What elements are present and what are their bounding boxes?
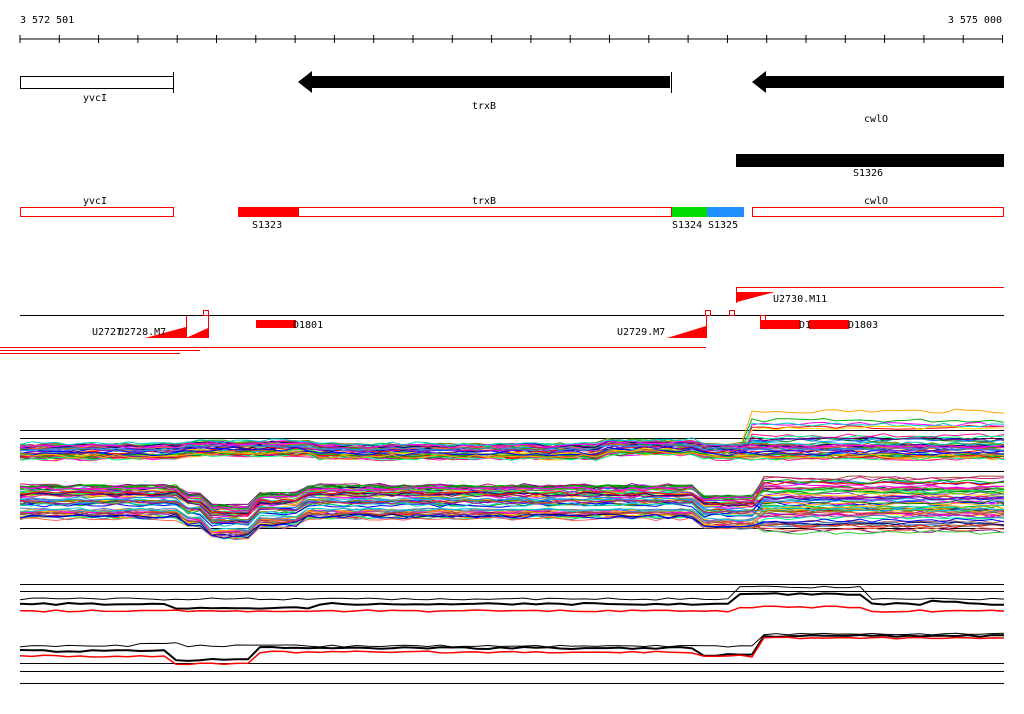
expr-profile-line (19, 491, 1005, 518)
feature-U2729-wedge[interactable] (667, 326, 706, 338)
seg-gene-yvcI-label: yvcI (83, 196, 107, 207)
expression-profiles-panel (19, 408, 1005, 541)
segment-S1325-label: S1325 (708, 220, 738, 231)
expr-profile-line (19, 500, 1005, 523)
expr-profiles-upper (19, 408, 1005, 462)
segment-S1323-label: S1323 (252, 220, 282, 231)
feature-D1-label: D1 (799, 320, 811, 331)
gene-annotation-track: yvcI trxB cwlO S1326 (20, 71, 1004, 179)
feature-small-box-4 (760, 315, 766, 321)
expr-profile-line (19, 492, 1005, 517)
feature-D1801-label: D1801 (293, 320, 323, 331)
expr-profiles-lower (19, 475, 1005, 541)
feature-small-box-3 (729, 310, 735, 316)
expr-profile-line (19, 481, 1005, 516)
seg-gene-cwlO-box[interactable] (752, 207, 1004, 217)
summary-profile-line (19, 592, 1005, 610)
summary-profile-line (20, 605, 1005, 613)
segment-S1324-block[interactable] (672, 207, 707, 217)
features-track: U2730.M11 U2727 U2728.M7 D1801 U2729.M7 … (0, 287, 1004, 354)
segment-S1324-label: S1324 (672, 220, 702, 231)
expr-profile-line (19, 514, 1005, 539)
summary-profile-line (19, 636, 1005, 666)
expr-profile-line (19, 450, 1005, 459)
seg-gene-trxB-label: trxB (472, 196, 496, 207)
expr-profile-line (19, 437, 1005, 446)
expr-profile-line (19, 496, 1005, 521)
ruler-ticks (19, 35, 1003, 43)
gene-cwlO-label: cwlO (864, 114, 888, 125)
gene-yvcI-label: yvcI (83, 93, 107, 104)
coordinate-ruler: 3 572 501 3 575 000 (19, 15, 1003, 43)
expr-profile-line (19, 507, 1005, 533)
expr-profile-line (19, 442, 1005, 452)
seg-gene-trxB-box[interactable] (238, 207, 672, 217)
segment-S1326-label: S1326 (853, 168, 883, 179)
seg-gene-yvcI-box[interactable] (20, 207, 174, 217)
feature-U2728-label: U2728.M7 (118, 327, 166, 338)
ruler-end-label: 3 575 000 (948, 15, 1002, 26)
seg-gene-cwlO-label: cwlO (864, 196, 888, 207)
segment-S1326-bar[interactable] (736, 154, 1004, 167)
expr-profile-line (19, 511, 1005, 536)
feature-U2730-label: U2730.M11 (773, 294, 827, 305)
gene-trxB-arrow[interactable] (298, 71, 670, 93)
expr-profile-line (19, 501, 1005, 527)
feature-D1801-block[interactable] (256, 320, 296, 328)
feature-U2728-wedge[interactable] (186, 328, 208, 338)
summary-profile-line (19, 585, 1005, 601)
feature-U2727-wedge[interactable] (145, 327, 186, 338)
feature-small-box-2 (705, 310, 711, 316)
summary-profiles-panel (19, 584, 1005, 684)
summary-profile-line (19, 632, 1005, 648)
gene-cwlO-arrow[interactable] (752, 71, 1004, 93)
expr-profile-line (19, 443, 1005, 453)
expr-profile-line (19, 478, 1005, 509)
feature-D1803-label: D1803 (848, 320, 878, 331)
expr-profile-line (19, 440, 1005, 449)
expr-profile-line (19, 447, 1005, 457)
segmentation-track: yvcI trxB cwlO S1323 S1324 S1325 (20, 196, 1004, 231)
summary-profile-line (19, 633, 1005, 662)
feature-small-box-1 (203, 310, 209, 316)
expr-profile-line (19, 499, 1005, 522)
segment-S1323-block[interactable] (238, 207, 299, 217)
feature-D1802-block[interactable] (760, 320, 800, 329)
expr-profile-line (19, 476, 1005, 508)
expr-profile-line (19, 516, 1005, 540)
expr-profile-line (19, 499, 1005, 524)
feature-D1803-block[interactable] (809, 320, 849, 329)
expr-profile-line (19, 483, 1005, 509)
feature-U2727-label: U2727 (92, 327, 122, 338)
segment-S1325-block[interactable] (707, 207, 744, 217)
gene-yvcI-box[interactable] (20, 76, 174, 89)
feature-U2729-label: U2729.M7 (617, 327, 665, 338)
ruler-start-label: 3 572 501 (20, 15, 74, 26)
gene-trxB-label: trxB (472, 101, 496, 112)
feature-U2730-wedge[interactable] (737, 292, 775, 302)
summary-profiles (19, 585, 1005, 666)
expr-profile-line (19, 507, 1005, 531)
